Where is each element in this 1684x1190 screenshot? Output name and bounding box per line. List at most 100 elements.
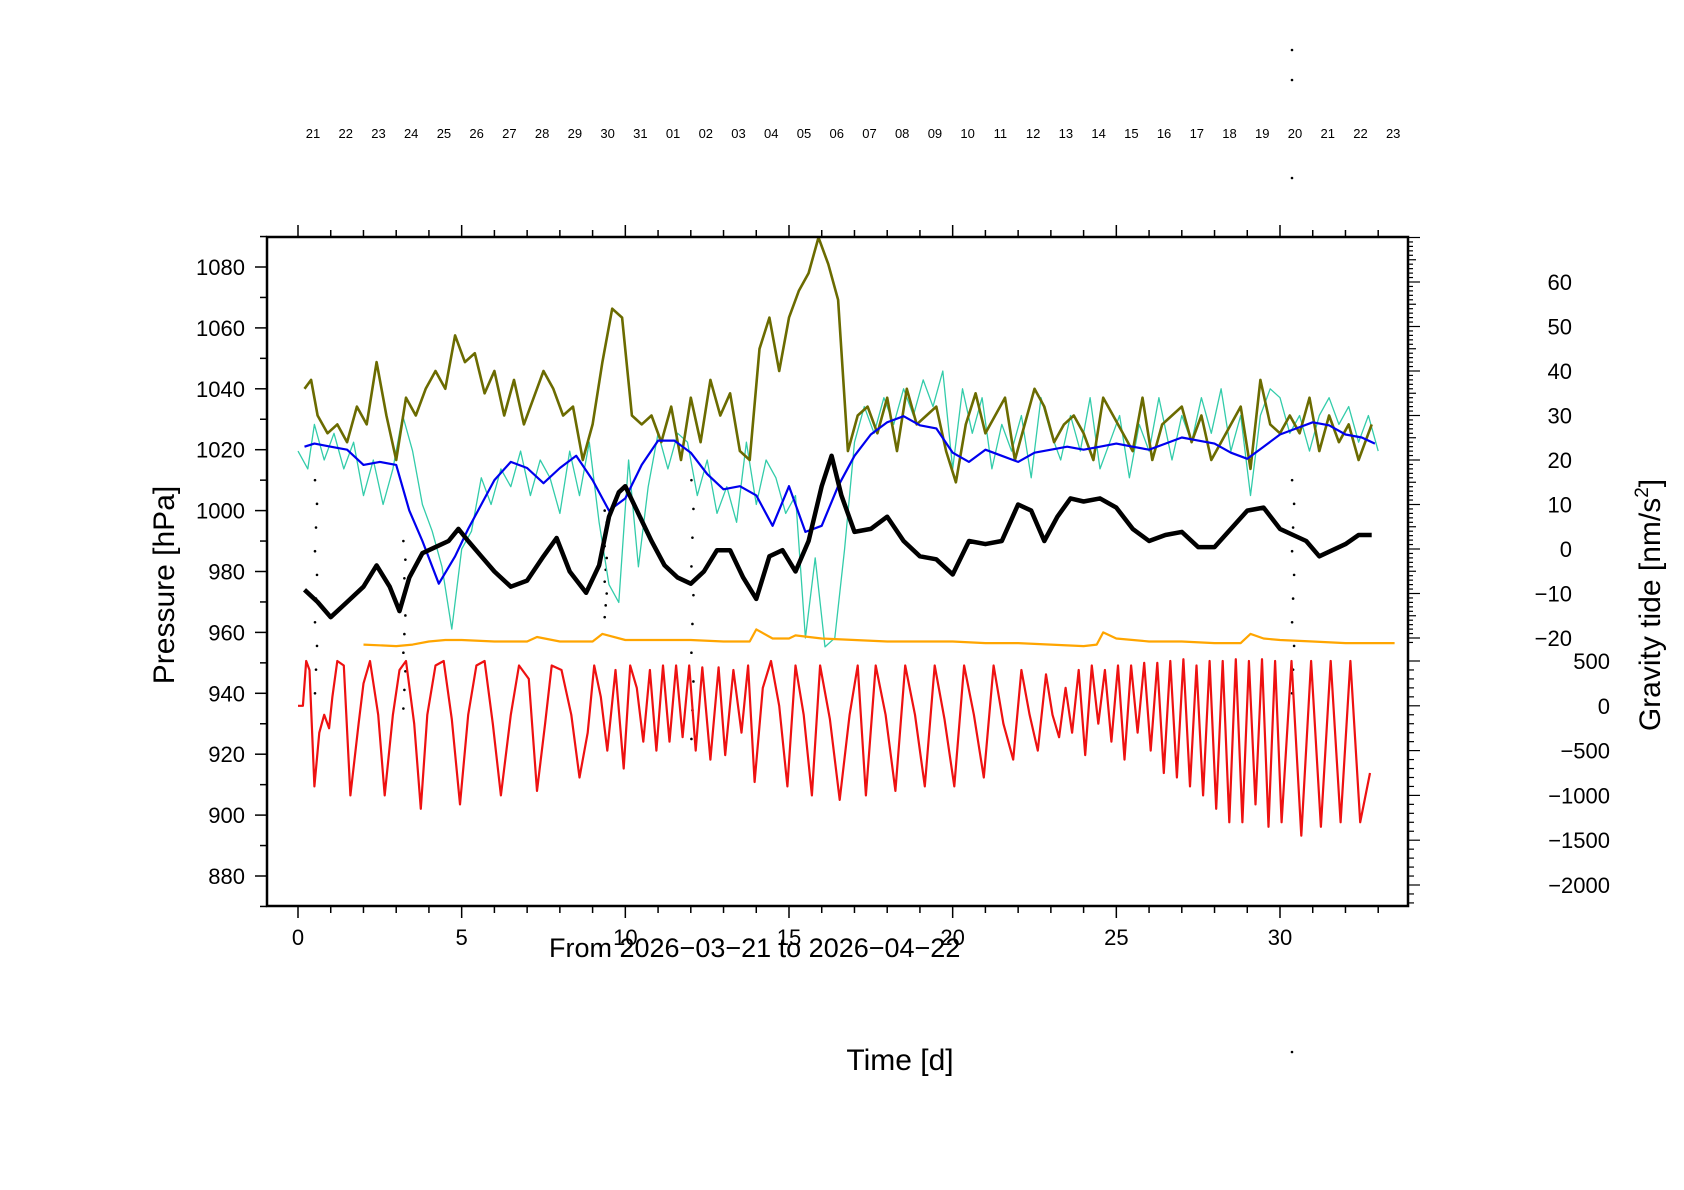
outlier-dot [1292, 502, 1296, 506]
outlier-dot [691, 622, 694, 626]
y-right-lower-tick-label: −1500 [1548, 828, 1610, 853]
y-axis-right-label-sup: 2 [1632, 487, 1653, 498]
outlier-dot [692, 680, 695, 683]
x-tick-label: 5 [456, 925, 468, 950]
top-date-label: 21 [1320, 126, 1334, 141]
y-right-lower-tick-label: −500 [1560, 739, 1610, 764]
x-axis: 0 5 10 15 20 25 30 [292, 225, 1379, 950]
outlier-dot [1290, 549, 1294, 553]
outlier-dot [604, 604, 607, 607]
plot-frame [265, 235, 1410, 908]
y-right-upper-tick-label: 60 [1548, 270, 1572, 295]
top-date-label: 29 [568, 126, 582, 141]
outlier-dot [692, 593, 695, 597]
top-date-label: 16 [1157, 126, 1171, 141]
y-right-upper-tick-label: 50 [1548, 315, 1572, 340]
date-range-annotation: From 2026−03−21 to 2026−04−22 [549, 933, 960, 963]
top-date-label: 10 [960, 126, 974, 141]
top-date-label: 11 [994, 126, 1008, 141]
y-left-tick-label: 1080 [196, 255, 245, 280]
y-left-tick-label: 960 [208, 620, 245, 645]
outlier-dot [403, 688, 406, 692]
outlier-dot [314, 526, 318, 529]
x-tick-label: 15 [777, 925, 801, 950]
top-date-label: 22 [338, 126, 352, 141]
series-gravity-residual-olive [303, 236, 1373, 484]
outlier-dot [692, 507, 695, 511]
outlier-dot [691, 536, 694, 539]
y-left-tick-label: 980 [208, 560, 245, 585]
outlier-dot [313, 549, 317, 553]
top-date-label: 17 [1190, 126, 1204, 141]
outlier-dot [313, 620, 317, 624]
top-date-label: 21 [306, 126, 320, 141]
y-right-lower-tick-label: −1000 [1548, 783, 1610, 808]
outlier-dot [690, 478, 693, 482]
outlier-dot [315, 644, 319, 648]
outlier-dot [313, 692, 317, 695]
outlier-dot [402, 707, 405, 710]
top-date-label: 23 [371, 126, 385, 141]
top-date-label: 15 [1124, 126, 1138, 141]
outlier-dot [1292, 573, 1296, 577]
outlier-dot [690, 651, 693, 654]
outlier-dot [313, 478, 317, 482]
outlier-dot [402, 539, 405, 543]
outlier-dot [402, 651, 405, 654]
top-date-label: 09 [928, 126, 942, 141]
top-date-label: 03 [731, 126, 745, 141]
top-date-label: 26 [469, 126, 483, 141]
outlier-dot [404, 670, 407, 673]
y-right-upper-tick-label: 0 [1560, 537, 1572, 562]
y-right-upper-tick-label: 30 [1548, 404, 1572, 429]
x-tick-label: 0 [292, 925, 304, 950]
y-left-tick-label: 900 [208, 803, 245, 828]
outlier-dot [603, 509, 606, 512]
top-date-label: 01 [666, 126, 680, 141]
series-gravity-residual-cyan [297, 370, 1379, 648]
top-date-label: 18 [1222, 126, 1236, 141]
series-pressure-observed [302, 453, 1372, 620]
series-layer [297, 236, 1395, 837]
y-left-tick-label: 1040 [196, 377, 245, 402]
top-date-label: 13 [1059, 126, 1073, 141]
top-date-label: 25 [437, 126, 451, 141]
outlier-dot [1291, 526, 1295, 529]
top-date-label: 23 [1386, 126, 1400, 141]
y-left-tick-label: 1020 [196, 438, 245, 463]
y-axis-left-label: Pressure [hPa] [148, 486, 181, 684]
y-axis-right-label-main: Gravity tide [nm/s [1634, 498, 1667, 731]
y-right-upper-tick-label: 20 [1548, 448, 1572, 473]
y-right-lower-tick-label: −2000 [1548, 873, 1610, 898]
top-date-label: 06 [829, 126, 843, 141]
top-date-label: 08 [895, 126, 909, 141]
y-axis-right-label-tail: ] [1634, 479, 1667, 487]
y-right-lower-tick-label: 500 [1573, 649, 1610, 674]
outlier-dot [603, 615, 606, 619]
x-tick-label: 25 [1104, 925, 1128, 950]
series-pressure-model-blue [304, 415, 1376, 585]
top-date-label: 02 [699, 126, 713, 141]
outlier-dot [315, 573, 319, 577]
y-axis-right: −20 −10 0 10 20 30 40 50 60 −2000 −1500 −1000 −500 0 5… [1408, 236, 1610, 904]
series-gravity-tide-red [298, 658, 1372, 837]
outlier-dot [1291, 597, 1295, 600]
outlier-dot [1290, 176, 1294, 180]
outlier-dot [690, 565, 693, 568]
outlier-dot [690, 737, 693, 741]
top-date-label: 14 [1091, 126, 1105, 141]
y-right-upper-tick-label: −10 [1535, 582, 1572, 607]
top-date-label: 31 [633, 126, 647, 141]
y-left-tick-label: 1000 [196, 499, 245, 524]
series-pressure-orange [363, 628, 1395, 648]
top-date-label: 28 [535, 126, 549, 141]
outlier-dot [1290, 1050, 1294, 1054]
outlier-dot [603, 580, 606, 583]
y-left-tick-label: 920 [208, 742, 245, 767]
outlier-dot [315, 502, 319, 506]
x-tick-label: 10 [613, 925, 637, 950]
top-date-label: 05 [797, 126, 811, 141]
outlier-dot [1290, 78, 1294, 82]
top-date-label: 24 [404, 126, 418, 141]
